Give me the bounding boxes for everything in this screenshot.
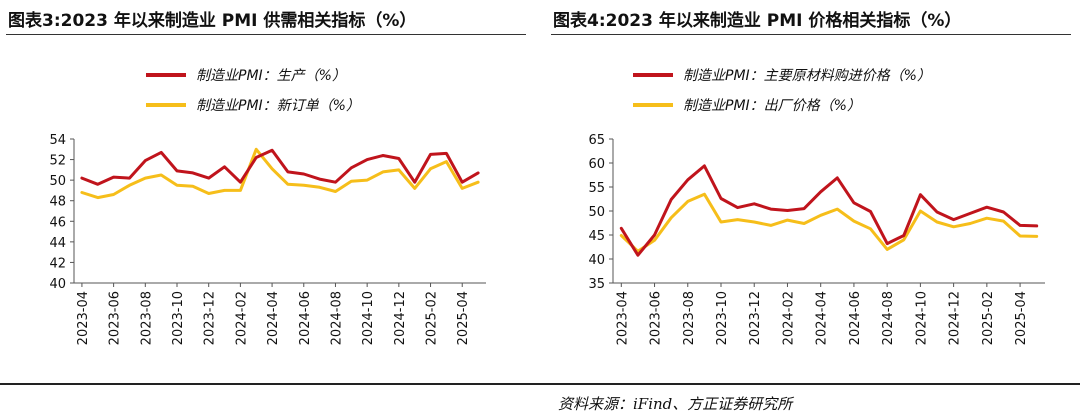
title-divider — [551, 34, 1071, 35]
series-line — [80, 147, 480, 200]
x-tick-label: 2023-08 — [682, 291, 697, 345]
legend-label: 制造业PMI：出厂价格（%） — [683, 98, 861, 114]
x-tick-label: 2024-04 — [266, 291, 281, 345]
y-tick-label: 55 — [588, 181, 605, 196]
y-tick-label: 65 — [588, 133, 605, 148]
legend-label: 制造业PMI：新订单（%） — [196, 98, 360, 114]
x-tick-label: 2024-02 — [781, 291, 796, 345]
x-tick-label: 2024-10 — [914, 291, 929, 345]
x-tick-label: 2024-06 — [848, 291, 863, 345]
line-chart-prices: 制造业PMI：主要原材料购进价格（%） 制造业PMI：出厂价格（%） 35 40 45 5… — [588, 68, 1045, 345]
footer-divider — [0, 383, 1080, 385]
y-tick-label: 50 — [49, 174, 66, 189]
x-tick-label: 2023-10 — [715, 291, 730, 345]
y-tick-label: 40 — [49, 277, 66, 292]
x-tick-label: 2023-04 — [615, 291, 630, 345]
y-tick-label: 60 — [588, 157, 605, 172]
chart-title: 图表4:2023 年以来制造业 PMI 价格相关指标（%） — [553, 11, 962, 31]
x-tick-label: 2024-08 — [881, 291, 896, 345]
x-tick-label: 2025-04 — [456, 291, 471, 345]
line-chart-supply-demand: 制造业PMI：生产（%） 制造业PMI：新订单（%） 40 42 44 46 48 50 52 5… — [49, 68, 486, 345]
y-tick-label: 48 — [49, 195, 66, 210]
x-tick-label: 2024-02 — [234, 291, 249, 345]
source-note: 资料来源：iFind、方正证券研究所 — [558, 395, 793, 413]
legend-label: 制造业PMI：生产（%） — [196, 68, 346, 84]
y-tick-label: 50 — [588, 205, 605, 220]
y-tick-label: 40 — [588, 253, 605, 268]
x-tick-label: 2023-12 — [748, 291, 763, 345]
x-tick-label: 2023-08 — [139, 291, 154, 345]
y-tick-label: 54 — [49, 133, 66, 148]
y-tick-label: 45 — [588, 229, 605, 244]
chart-panel-supply-demand: 图表3:2023 年以来制造业 PMI 供需相关指标（%） 制造业PMI：生产（… — [6, 0, 534, 385]
x-tick-label: 2024-08 — [329, 291, 344, 345]
x-tick-label: 2023-06 — [108, 291, 123, 345]
series-line — [619, 164, 1039, 257]
y-tick-label: 44 — [49, 236, 66, 251]
x-tick-label: 2024-12 — [393, 291, 408, 345]
x-tick-label: 2023-12 — [203, 291, 218, 345]
legend-label: 制造业PMI：主要原材料购进价格（%） — [683, 68, 931, 84]
x-tick-label: 2023-06 — [649, 291, 664, 345]
title-divider — [6, 34, 526, 35]
x-tick-label: 2024-12 — [948, 291, 963, 345]
x-tick-label: 2023-04 — [76, 291, 91, 345]
series-line — [80, 148, 480, 186]
chart-title: 图表3:2023 年以来制造业 PMI 供需相关指标（%） — [8, 11, 417, 31]
y-tick-label: 52 — [49, 154, 66, 169]
x-tick-label: 2024-10 — [361, 291, 376, 345]
y-tick-label: 42 — [49, 256, 66, 271]
x-tick-label: 2023-10 — [171, 291, 186, 345]
x-tick-label: 2024-04 — [815, 291, 830, 345]
x-tick-label: 2024-06 — [298, 291, 313, 345]
y-tick-label: 46 — [49, 215, 66, 230]
x-tick-label: 2025-04 — [1014, 291, 1029, 345]
series-line — [619, 192, 1039, 253]
chart-panel-prices: 图表4:2023 年以来制造业 PMI 价格相关指标（%） 制造业PMI：主要原… — [551, 0, 1079, 385]
y-tick-label: 35 — [588, 277, 605, 292]
x-tick-label: 2025-02 — [425, 291, 440, 345]
x-tick-label: 2025-02 — [981, 291, 996, 345]
